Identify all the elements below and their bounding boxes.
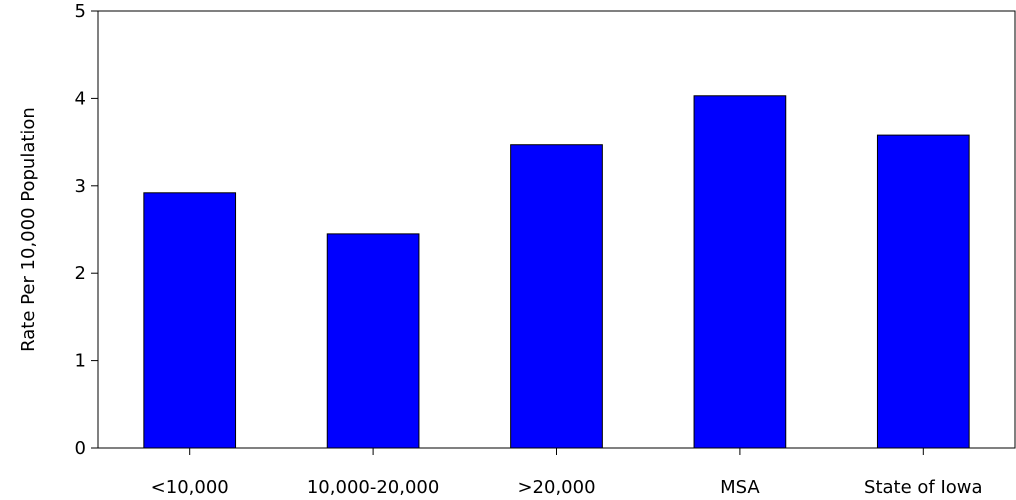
y-tick-label: 2 [75,263,86,284]
bar [326,233,420,449]
plot-area-frame [97,10,1016,449]
y-tick-label: 3 [75,176,86,197]
bar [510,144,603,449]
x-tick-label: <10,000 [151,477,229,498]
y-tick-label: 4 [75,88,86,109]
x-tick-label: >20,000 [517,477,595,498]
y-axis-title: Rate Per 10,000 Population [18,107,39,352]
y-tick-label: 1 [75,351,86,372]
x-axis-ticks: <10,000 10,000-20,000 >20,000 MSA State of I… [151,448,983,498]
x-tick-label: MSA [720,477,760,498]
x-tick-label: 10,000-20,000 [307,477,439,498]
bar [693,95,787,449]
y-tick-label: 5 [75,1,86,22]
bar [876,134,970,449]
bar [143,192,237,449]
y-tick-label: 0 [75,438,86,459]
x-tick-label: State of Iowa [864,477,983,498]
bars-group [143,95,970,449]
y-axis-ticks: 0 1 2 3 4 5 [75,1,98,459]
